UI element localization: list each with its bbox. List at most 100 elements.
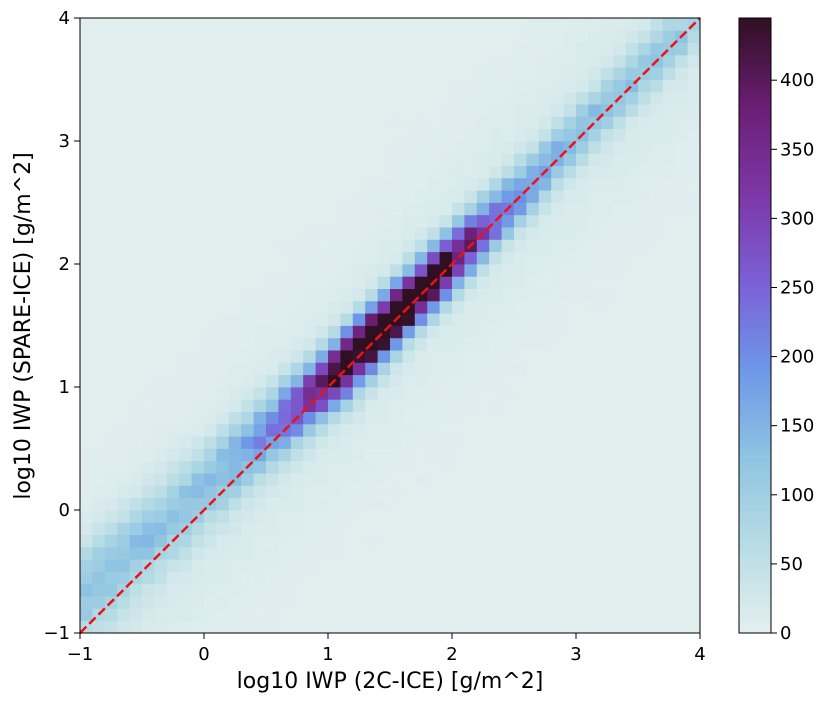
- heatmap-cell: [154, 313, 168, 326]
- heatmap-cell: [315, 620, 329, 634]
- heatmap-cell: [452, 559, 465, 572]
- heatmap-cell: [576, 546, 589, 560]
- heatmap-cell: [352, 79, 366, 93]
- heatmap-cell: [452, 214, 465, 228]
- heatmap-cell: [625, 190, 639, 203]
- heatmap-cell: [290, 190, 304, 203]
- heatmap-cell: [563, 423, 577, 437]
- heatmap-cell: [253, 460, 267, 474]
- heatmap-cell: [390, 18, 403, 31]
- heatmap-cell: [687, 583, 701, 597]
- heatmap-cell: [551, 608, 564, 622]
- heatmap-cell: [613, 571, 626, 585]
- heatmap-cell: [638, 337, 651, 351]
- heatmap-cell: [489, 141, 502, 154]
- heatmap-cell: [501, 448, 515, 462]
- heatmap-cell: [538, 18, 552, 31]
- heatmap-cell: [600, 239, 614, 253]
- heatmap-cell: [650, 313, 664, 326]
- heatmap-cell: [117, 54, 130, 68]
- heatmap-cell: [377, 227, 391, 240]
- heatmap-cell: [402, 141, 416, 154]
- heatmap-cell: [638, 546, 651, 560]
- heatmap-cell: [464, 128, 478, 142]
- heatmap-cell: [501, 522, 515, 535]
- heatmap-cell: [675, 583, 688, 597]
- heatmap-cell: [687, 30, 701, 43]
- heatmap-cell: [216, 300, 230, 314]
- heatmap-cell: [278, 534, 292, 548]
- heatmap-cell: [588, 202, 602, 216]
- heatmap-cell: [687, 399, 701, 412]
- heatmap-cell: [551, 350, 564, 363]
- heatmap-cell: [650, 79, 664, 93]
- heatmap-cell: [278, 239, 292, 253]
- heatmap-cell: [154, 239, 168, 253]
- heatmap-cell: [538, 583, 552, 597]
- heatmap-cell: [104, 141, 118, 154]
- heatmap-cell: [365, 153, 378, 166]
- heatmap-cell: [228, 177, 242, 191]
- heatmap-cell: [662, 276, 676, 289]
- heatmap-cell: [526, 190, 540, 203]
- heatmap-cell: [290, 571, 304, 585]
- heatmap-cell: [414, 337, 428, 351]
- heatmap-cell: [501, 620, 515, 634]
- heatmap-cell: [514, 337, 527, 351]
- heatmap-cell: [514, 399, 527, 412]
- heatmap-cell: [476, 620, 490, 634]
- heatmap-cell: [625, 485, 639, 499]
- heatmap-cell: [315, 54, 329, 68]
- heatmap-cell: [129, 436, 143, 449]
- heatmap-cell: [551, 534, 564, 548]
- heatmap-cell: [253, 276, 267, 289]
- heatmap-cell: [315, 510, 329, 523]
- heatmap-cell: [464, 91, 478, 105]
- heatmap-cell: [625, 91, 639, 105]
- heatmap-cell: [117, 18, 130, 31]
- heatmap-cell: [191, 239, 205, 253]
- heatmap-cell: [216, 116, 230, 130]
- heatmap-cell: [303, 534, 316, 548]
- heatmap-cell: [675, 165, 688, 179]
- heatmap-cell: [204, 337, 217, 351]
- heatmap-cell: [179, 190, 192, 203]
- heatmap-cell: [377, 116, 391, 130]
- heatmap-cell: [290, 202, 304, 216]
- heatmap-cell: [514, 251, 527, 265]
- heatmap-cell: [228, 42, 242, 56]
- heatmap-cell: [551, 104, 564, 117]
- heatmap-cell: [266, 460, 279, 474]
- heatmap-cell: [675, 116, 688, 130]
- heatmap-cell: [80, 67, 93, 80]
- heatmap-cell: [104, 374, 118, 388]
- heatmap-cell: [204, 510, 217, 523]
- heatmap-cell: [315, 300, 329, 314]
- heatmap-cell: [303, 522, 316, 535]
- heatmap-cell: [687, 534, 701, 548]
- heatmap-cell: [117, 202, 130, 216]
- heatmap-cell: [340, 436, 354, 449]
- heatmap-cell: [452, 202, 465, 216]
- heatmap-cell: [191, 534, 205, 548]
- heatmap-cell: [228, 288, 242, 302]
- heatmap-cell: [489, 608, 502, 622]
- heatmap-cell: [600, 67, 614, 80]
- heatmap-cell: [464, 399, 478, 412]
- heatmap-cell: [142, 264, 155, 277]
- heatmap-cell: [551, 30, 564, 43]
- heatmap-cell: [166, 448, 180, 462]
- heatmap-cell: [315, 190, 329, 203]
- heatmap-cell: [501, 325, 515, 339]
- heatmap-cell: [563, 104, 577, 117]
- heatmap-cell: [464, 288, 478, 302]
- heatmap-cell: [241, 42, 254, 56]
- heatmap-cell: [439, 141, 453, 154]
- heatmap-cell: [216, 460, 230, 474]
- heatmap-cell: [352, 497, 366, 511]
- heatmap-cell: [352, 165, 366, 179]
- heatmap-cell: [253, 608, 267, 622]
- heatmap-cell: [154, 30, 168, 43]
- heatmap-cell: [427, 202, 440, 216]
- heatmap-cell: [675, 473, 688, 486]
